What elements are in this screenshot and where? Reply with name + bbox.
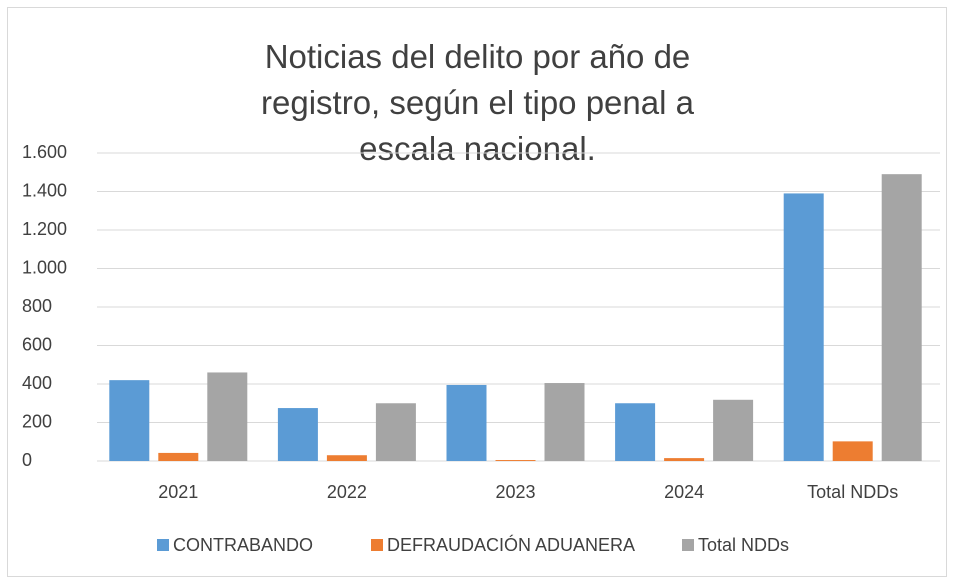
- chart-border: [7, 7, 947, 577]
- bar: [207, 372, 248, 461]
- x-tick-label: 2023: [495, 482, 535, 502]
- bar: [375, 403, 416, 461]
- chart-title: Noticias del delito por año de registro,…: [261, 38, 694, 167]
- y-tick-label: 1.000: [22, 257, 67, 277]
- legend-label: Total NDDs: [698, 535, 789, 555]
- bar: [615, 403, 656, 461]
- y-tick-label: 200: [22, 411, 52, 431]
- bar: [832, 441, 873, 461]
- legend-swatch: [682, 539, 694, 551]
- legend-label: DEFRAUDACIÓN ADUANERA: [387, 534, 635, 555]
- bar: [881, 174, 922, 462]
- y-tick-label: 800: [22, 296, 52, 316]
- y-tick-label: 1.600: [22, 142, 67, 162]
- x-tick-label: 2022: [327, 482, 367, 502]
- bar: [544, 383, 585, 461]
- bar: [713, 399, 754, 461]
- y-tick-label: 1.200: [22, 219, 67, 239]
- bar: [277, 408, 318, 461]
- x-tick-label: 2021: [158, 482, 198, 502]
- x-tick-label: 2024: [664, 482, 704, 502]
- y-tick-label: 0: [22, 450, 32, 470]
- bar: [326, 455, 367, 461]
- x-tick-label: Total NDDs: [807, 482, 898, 502]
- bar: [664, 458, 705, 461]
- y-tick-label: 400: [22, 373, 52, 393]
- bar: [109, 380, 150, 461]
- bar: [783, 193, 824, 462]
- bar: [495, 460, 536, 461]
- legend-label: CONTRABANDO: [173, 535, 313, 555]
- bar: [446, 384, 487, 461]
- bar: [158, 452, 199, 461]
- legend-swatch: [371, 539, 383, 551]
- y-tick-label: 1.400: [22, 180, 67, 200]
- y-tick-label: 600: [22, 334, 52, 354]
- legend-swatch: [157, 539, 169, 551]
